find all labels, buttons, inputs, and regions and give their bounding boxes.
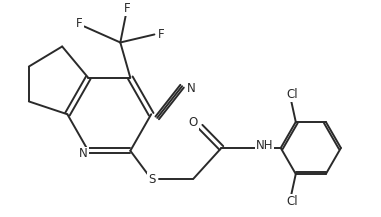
Text: NH: NH — [256, 139, 273, 152]
Text: S: S — [148, 173, 156, 186]
Text: F: F — [158, 28, 165, 41]
Text: N: N — [79, 148, 88, 161]
Text: O: O — [189, 116, 198, 129]
Text: F: F — [124, 2, 130, 15]
Text: F: F — [76, 17, 83, 30]
Text: Cl: Cl — [286, 88, 298, 101]
Text: Cl: Cl — [286, 195, 298, 208]
Text: N: N — [187, 82, 195, 95]
